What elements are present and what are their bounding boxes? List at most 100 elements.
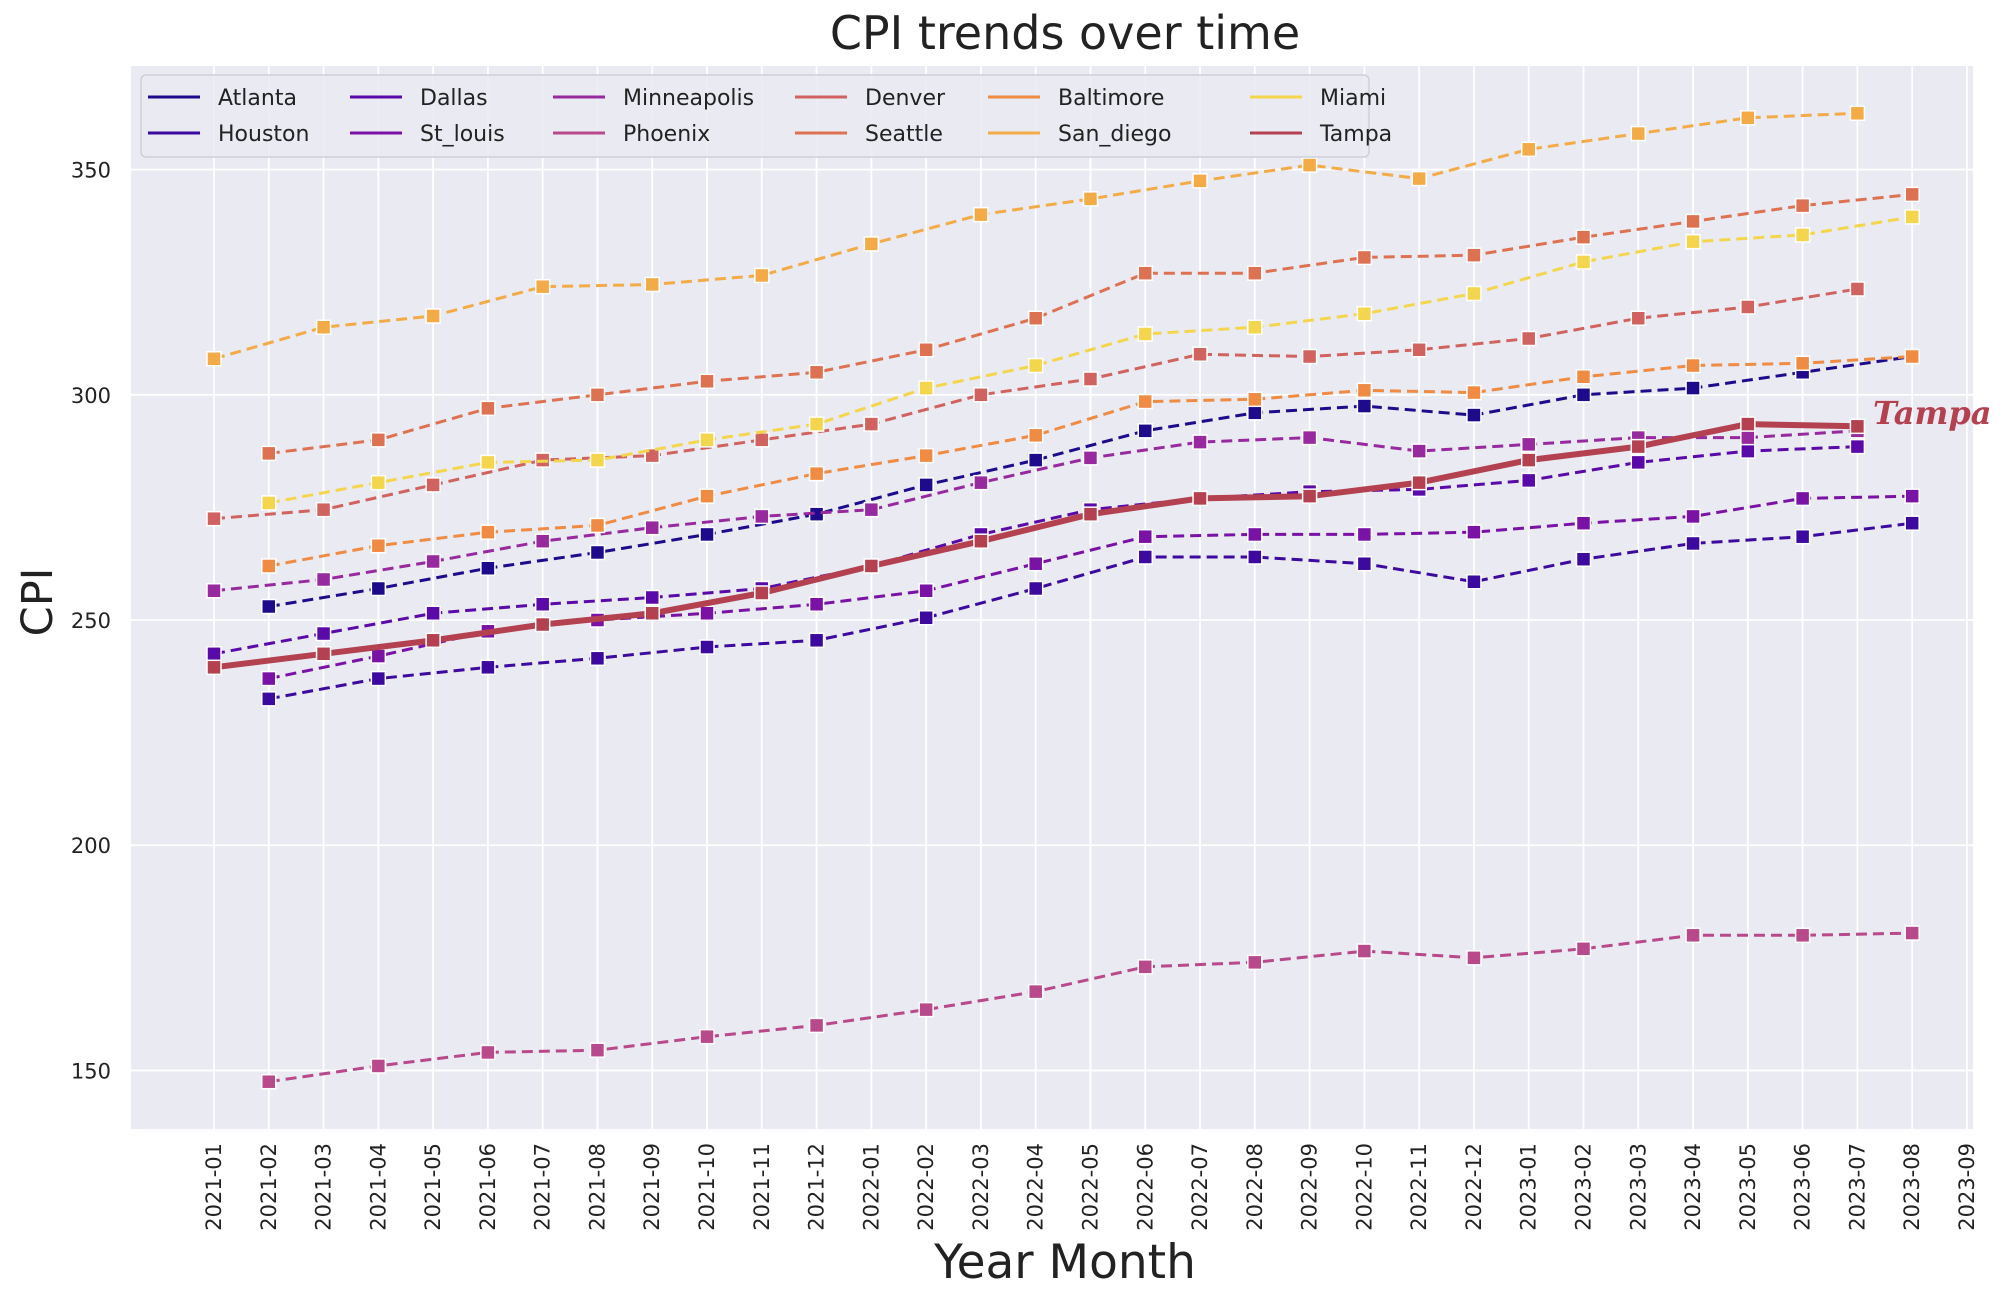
point-houston <box>480 659 496 676</box>
point-minneapolis <box>1740 429 1756 446</box>
point-baltimore <box>1356 382 1373 399</box>
point-miami <box>589 452 606 468</box>
legend-item-atlanta: Atlanta <box>148 86 297 111</box>
point-baltimore <box>1137 393 1154 410</box>
point-houston <box>918 610 934 626</box>
x-tick-label: 2023-04 <box>1681 1143 1705 1231</box>
point-san-diego <box>1192 173 1208 189</box>
point-seattle <box>1356 249 1373 266</box>
x-tick-label: 2023-06 <box>1791 1143 1815 1231</box>
point-dallas <box>315 625 332 642</box>
legend-label: Minneapolis <box>623 86 754 111</box>
point-atlanta <box>1575 387 1592 403</box>
x-tick-label: 2023-03 <box>1626 1143 1650 1231</box>
point-tampa <box>1192 490 1208 507</box>
legend-label: Baltimore <box>1058 86 1164 111</box>
legend-label: Denver <box>865 86 946 111</box>
point-minneapolis <box>754 508 770 525</box>
point-san-diego <box>644 276 660 293</box>
point-denver <box>1630 310 1647 326</box>
point-seattle <box>1466 247 1482 263</box>
series-line-phoenix <box>268 931 1913 1084</box>
point-atlanta <box>1027 452 1044 468</box>
y-tick-label: 200 <box>71 834 111 858</box>
point-houston <box>261 691 277 707</box>
legend-label: Dallas <box>420 86 488 111</box>
point-baltimore <box>808 465 825 482</box>
point-phoenix <box>261 1073 277 1090</box>
point-dallas <box>1520 472 1537 489</box>
point-phoenix <box>589 1042 606 1058</box>
point-miami <box>1356 305 1373 322</box>
x-tick-label: 2021-08 <box>585 1143 609 1231</box>
point-phoenix <box>699 1028 715 1045</box>
point-dallas <box>534 596 551 613</box>
point-minneapolis <box>863 501 880 518</box>
point-seattle <box>918 342 934 358</box>
point-atlanta <box>480 560 496 576</box>
point-baltimore <box>699 488 715 504</box>
point-atlanta <box>1685 380 1701 396</box>
point-miami <box>1027 357 1044 374</box>
point-tampa <box>1411 474 1427 491</box>
point-baltimore <box>1904 348 1920 365</box>
point-miami <box>480 454 496 471</box>
legend-item-tampa: Tampa <box>1250 122 1392 147</box>
legend-item-denver: Denver <box>795 86 946 111</box>
point-st-louis <box>699 605 715 622</box>
legend-label: Atlanta <box>218 86 297 111</box>
point-baltimore <box>1466 384 1482 401</box>
point-denver <box>754 432 770 448</box>
point-denver <box>1520 330 1537 347</box>
x-tick-label: 2021-10 <box>695 1143 719 1231</box>
point-tampa <box>644 605 660 622</box>
point-seattle <box>1575 229 1592 245</box>
point-houston <box>1685 535 1701 552</box>
point-miami <box>1137 326 1154 342</box>
legend-label: Miami <box>1320 86 1386 111</box>
y-tick-label: 300 <box>71 384 111 408</box>
x-tick-label: 2023-05 <box>1736 1143 1760 1231</box>
x-tick-label: 2022-11 <box>1407 1143 1431 1231</box>
point-tampa <box>534 616 551 633</box>
point-denver <box>1849 281 1866 297</box>
x-tick-label: 2022-06 <box>1133 1143 1157 1231</box>
x-tick-label: 2022-09 <box>1298 1143 1322 1231</box>
point-st-louis <box>1904 488 1920 504</box>
point-seattle <box>480 400 496 417</box>
point-san-diego <box>863 236 880 252</box>
series-line-dallas <box>213 445 1858 656</box>
point-san-diego <box>1411 170 1427 187</box>
point-atlanta <box>918 477 934 493</box>
point-denver <box>1192 346 1208 363</box>
legend-item-st-louis: St_louis <box>350 122 505 147</box>
point-dallas <box>425 605 441 622</box>
series-line-tampa <box>213 421 1858 671</box>
point-atlanta <box>699 526 715 543</box>
point-atlanta <box>1247 405 1263 421</box>
point-phoenix <box>1794 927 1811 944</box>
point-st-louis <box>1466 524 1482 540</box>
x-tick-label: 2022-01 <box>859 1143 883 1231</box>
point-seattle <box>699 373 715 390</box>
y-tick-label: 350 <box>71 159 111 183</box>
point-miami <box>1904 209 1920 225</box>
point-miami <box>918 380 934 396</box>
series-san-diego <box>206 105 1866 367</box>
x-axis-ticks: 2021-01 2021-02 2021-03 2021-04 2021-05 2021-… <box>202 1143 1979 1231</box>
point-st-louis <box>1575 515 1592 531</box>
point-phoenix <box>1466 950 1482 966</box>
point-houston <box>1137 549 1154 565</box>
legend-label: St_louis <box>420 122 505 147</box>
x-tick-label: 2022-03 <box>969 1143 993 1231</box>
point-st-louis <box>1685 508 1701 525</box>
point-baltimore <box>370 537 387 554</box>
x-tick-label: 2021-02 <box>257 1143 281 1231</box>
y-axis-label: CPI <box>13 568 63 637</box>
point-dallas <box>1630 454 1647 471</box>
point-san-diego <box>1849 105 1866 122</box>
point-phoenix <box>1027 983 1044 1000</box>
point-tampa <box>863 558 880 574</box>
series-line-san-diego <box>213 111 1858 361</box>
